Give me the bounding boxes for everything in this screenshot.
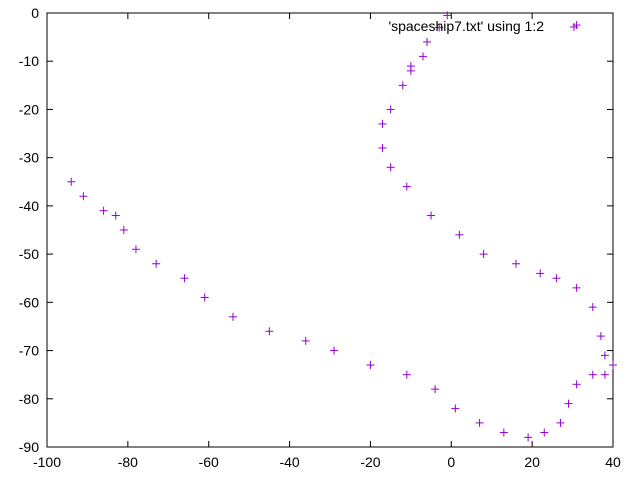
data-point — [511, 259, 520, 268]
y-tick-label: -10 — [19, 53, 39, 69]
y-tick-label: -50 — [19, 246, 39, 262]
data-point — [200, 293, 209, 302]
data-point — [435, 23, 444, 32]
x-axis: -100 -80 -60 -40 -20 0 20 40 — [33, 13, 621, 470]
data-point — [418, 52, 427, 61]
data-point — [596, 332, 605, 341]
data-point — [572, 380, 581, 389]
x-tick-label: -40 — [279, 454, 299, 470]
data-point — [427, 211, 436, 220]
legend-label: 'spaceship7.txt' using 1:2 — [388, 18, 544, 34]
data-point — [552, 274, 561, 283]
x-tick-label: -100 — [33, 454, 61, 470]
data-point — [540, 428, 549, 437]
data-point — [600, 370, 609, 379]
legend: 'spaceship7.txt' using 1:2 — [388, 18, 578, 34]
data-point — [564, 399, 573, 408]
x-tick-label: 0 — [447, 454, 455, 470]
legend-marker — [570, 23, 578, 31]
data-point — [455, 230, 464, 239]
y-tick-label: 0 — [31, 5, 39, 21]
y-tick-label: -90 — [19, 439, 39, 455]
data-point — [378, 144, 387, 153]
data-point — [111, 211, 120, 220]
data-point — [431, 385, 440, 394]
x-tick-label: -20 — [360, 454, 380, 470]
data-point — [402, 182, 411, 191]
x-tick-label: 20 — [524, 454, 540, 470]
data-point — [600, 351, 609, 360]
data-point — [402, 370, 411, 379]
data-points — [67, 11, 617, 442]
x-tick-label: -80 — [118, 454, 138, 470]
data-point — [406, 62, 415, 71]
y-tick-label: -80 — [19, 391, 39, 407]
data-point — [152, 259, 161, 268]
data-point — [330, 346, 339, 355]
data-point — [588, 303, 597, 312]
data-point — [479, 250, 488, 259]
y-tick-label: -60 — [19, 294, 39, 310]
data-point — [443, 11, 452, 20]
data-point — [228, 312, 237, 321]
data-point — [398, 81, 407, 90]
data-point — [475, 418, 484, 427]
data-point — [451, 404, 460, 413]
data-point — [609, 361, 617, 370]
data-point — [524, 433, 533, 442]
y-tick-label: -40 — [19, 198, 39, 214]
x-tick-label: -60 — [199, 454, 219, 470]
y-tick-label: -70 — [19, 343, 39, 359]
data-point — [265, 327, 274, 336]
data-point — [67, 177, 76, 186]
data-point — [378, 119, 387, 128]
y-axis: 0 -10 -20 -30 -40 -50 -60 -70 -80 -90 — [19, 5, 613, 455]
data-point — [386, 105, 395, 114]
data-point — [131, 245, 140, 254]
data-point — [99, 206, 108, 215]
data-point — [536, 269, 545, 278]
data-point — [366, 361, 375, 370]
data-point — [301, 336, 310, 345]
data-point — [499, 428, 508, 437]
y-tick-label: -20 — [19, 101, 39, 117]
data-point — [556, 418, 565, 427]
data-point — [180, 274, 189, 283]
data-point — [386, 163, 395, 172]
data-point — [119, 226, 128, 234]
x-tick-label: 40 — [605, 454, 621, 470]
plot-border — [46, 12, 614, 448]
y-tick-label: -30 — [19, 150, 39, 166]
data-point — [572, 283, 581, 292]
data-point — [588, 370, 597, 379]
data-point — [423, 37, 432, 46]
legend-marker-plus — [570, 23, 578, 31]
data-point — [79, 192, 88, 201]
